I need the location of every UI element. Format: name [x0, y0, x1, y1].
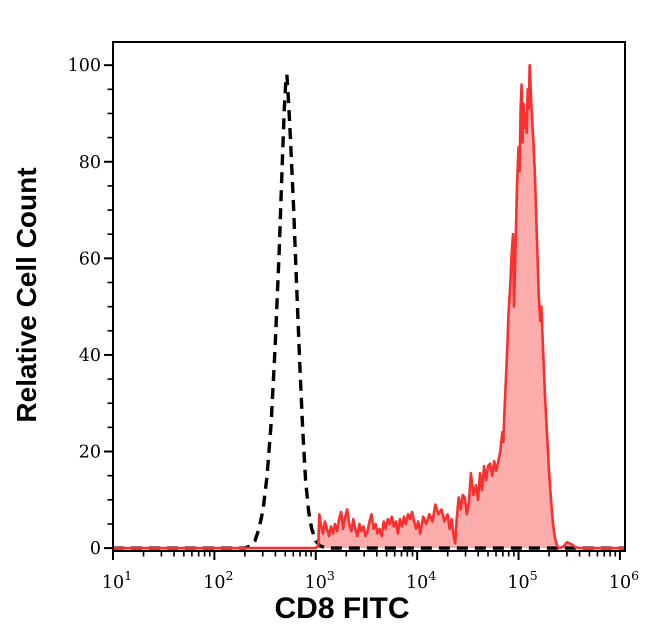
svg-text:106: 106 — [609, 568, 639, 593]
stained-area-fill — [113, 65, 625, 549]
x-axis-ticks — [112, 551, 621, 560]
stained-histogram-line — [113, 63, 625, 550]
svg-text:103: 103 — [305, 568, 335, 593]
svg-text:60: 60 — [79, 249, 101, 269]
x-axis-title: CD8 FITC — [274, 592, 410, 625]
svg-text:100: 100 — [68, 56, 101, 76]
svg-text:101: 101 — [102, 568, 132, 593]
x-tick-labels: 101 102 103 104 105 106 — [102, 568, 639, 593]
y-axis-ticks — [104, 64, 113, 550]
svg-text:104: 104 — [406, 568, 436, 593]
isotype-control-dashed-line — [113, 74, 625, 550]
svg-text:40: 40 — [79, 346, 101, 366]
svg-text:20: 20 — [79, 443, 101, 463]
plot-frame — [112, 41, 626, 552]
y-tick-labels: 0 20 40 60 80 100 — [68, 56, 101, 559]
svg-text:102: 102 — [203, 568, 233, 593]
y-axis-title: Relative Cell Count — [11, 167, 42, 423]
svg-text:80: 80 — [79, 153, 101, 173]
svg-text:105: 105 — [507, 568, 537, 593]
svg-text:0: 0 — [90, 539, 101, 559]
